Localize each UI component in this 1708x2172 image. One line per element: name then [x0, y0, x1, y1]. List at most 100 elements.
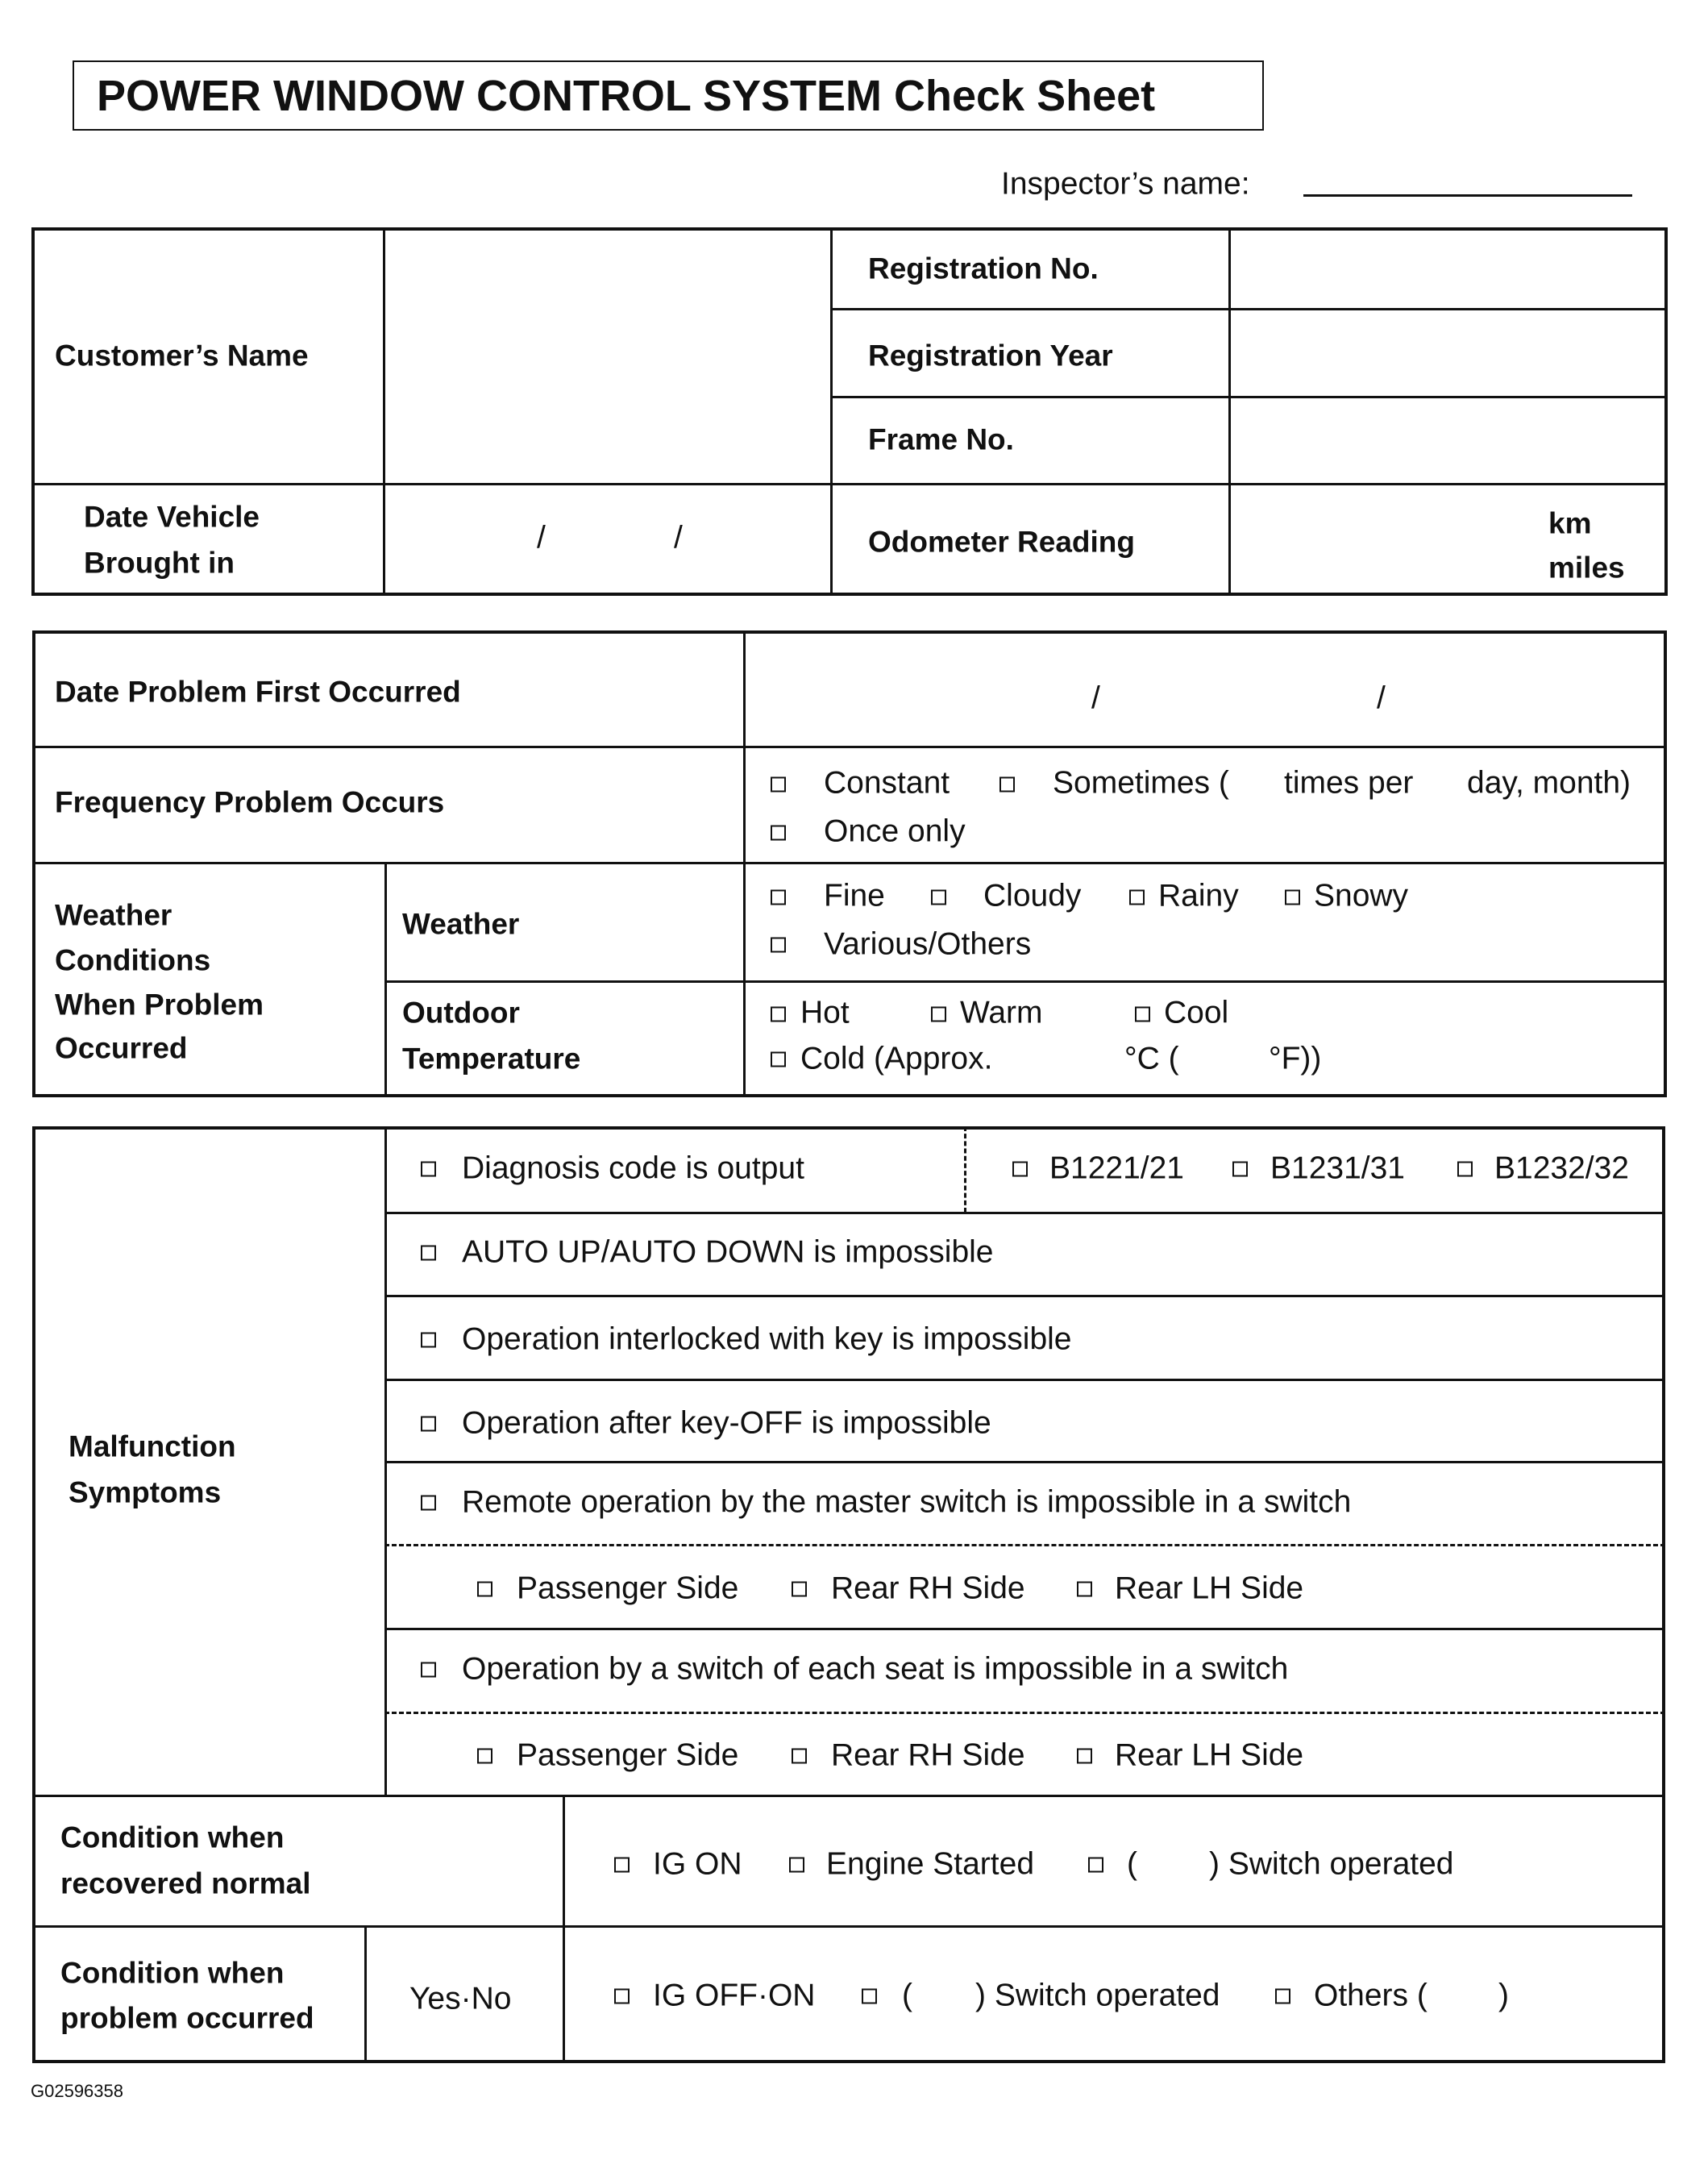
cool-option: Cool — [1164, 995, 1229, 1030]
registration-no-field[interactable] — [1232, 230, 1665, 307]
symptoms-table — [32, 1126, 1665, 2063]
divider — [364, 1925, 367, 2063]
odometer-label: Odometer Reading — [868, 525, 1135, 559]
cloudy-option: Cloudy — [983, 878, 1082, 913]
vehicle-table — [31, 227, 1668, 596]
occurred-label-2: problem occurred — [60, 2001, 314, 2035]
divider — [964, 1126, 966, 1213]
warm-option: Warm — [960, 995, 1043, 1030]
occurred-switch-option: ) Switch operated — [975, 1978, 1220, 2013]
fahrenheit-unit: °F)) — [1269, 1041, 1322, 1076]
seat-rear-rh-checkbox[interactable] — [792, 1748, 807, 1764]
hot-option: Hot — [800, 995, 850, 1030]
engine-started-option: Engine Started — [826, 1846, 1035, 1882]
day-month-text: day, month) — [1467, 765, 1631, 801]
seat-passenger-option: Passenger Side — [517, 1737, 739, 1773]
various-option: Various/Others — [824, 926, 1032, 962]
divider — [830, 308, 1667, 310]
sometimes-option: Sometimes ( — [1053, 765, 1229, 801]
interlocked-checkbox[interactable] — [421, 1332, 436, 1348]
each-seat-option: Operation by a switch of each seat is im… — [462, 1651, 1289, 1687]
malfunction-label-2: Symptoms — [69, 1475, 222, 1509]
ig-on-checkbox[interactable] — [614, 1857, 630, 1873]
after-off-option: Operation after key-OFF is impossible — [462, 1405, 991, 1441]
remote-passenger-option: Passenger Side — [517, 1571, 739, 1606]
divider — [563, 1795, 565, 2063]
each-seat-checkbox[interactable] — [421, 1662, 436, 1678]
remote-rear-rh-checkbox[interactable] — [792, 1581, 807, 1597]
hot-checkbox[interactable] — [771, 1006, 786, 1022]
diagnosis-checkbox[interactable] — [421, 1161, 436, 1177]
cool-checkbox[interactable] — [1135, 1006, 1150, 1022]
divider — [830, 227, 833, 596]
inspector-name-field[interactable] — [1303, 194, 1632, 197]
weather-group-label: Weather — [55, 898, 172, 932]
km-unit: km — [1548, 506, 1592, 540]
weather-group-label: When Problem — [55, 988, 264, 1022]
registration-year-field[interactable] — [1232, 311, 1665, 395]
ig-off-on-checkbox[interactable] — [614, 1988, 630, 2004]
code-checkbox[interactable] — [1457, 1161, 1473, 1177]
snowy-option: Snowy — [1314, 878, 1409, 913]
inspector-label: Inspector’s name: — [1001, 166, 1250, 202]
divider — [32, 746, 1667, 748]
yes-no-option[interactable]: Yes·No — [409, 1981, 512, 2016]
others-option: Others ( — [1314, 1978, 1427, 2013]
divider — [384, 980, 1667, 983]
sometimes-checkbox[interactable] — [999, 776, 1015, 793]
rainy-option: Rainy — [1158, 878, 1239, 913]
divider — [830, 396, 1667, 398]
outdoor-label-2: Temperature — [402, 1042, 581, 1076]
once-checkbox[interactable] — [771, 825, 786, 841]
remote-rear-lh-checkbox[interactable] — [1077, 1581, 1092, 1597]
remote-passenger-checkbox[interactable] — [477, 1581, 492, 1597]
frame-no-field[interactable] — [1232, 399, 1665, 482]
remote-checkbox[interactable] — [421, 1495, 436, 1511]
registration-no-label: Registration No. — [868, 252, 1099, 285]
recovered-switch-option: ) Switch operated — [1209, 1846, 1454, 1882]
cloudy-checkbox[interactable] — [931, 889, 946, 905]
after-off-checkbox[interactable] — [421, 1416, 436, 1432]
others-checkbox[interactable] — [1275, 1988, 1290, 2004]
occurred-switch-checkbox[interactable] — [862, 1988, 877, 2004]
divider — [384, 1461, 1665, 1463]
constant-option: Constant — [824, 765, 950, 801]
divider — [32, 1925, 1665, 1928]
code-checkbox[interactable] — [1232, 1161, 1248, 1177]
figure-id: G02596358 — [31, 2081, 123, 2101]
ig-on-option: IG ON — [653, 1846, 742, 1882]
times-per-text: times per — [1284, 765, 1414, 801]
occurred-label-1: Condition when — [60, 1956, 285, 1990]
miles-unit: miles — [1548, 551, 1625, 585]
once-option: Once only — [824, 813, 966, 849]
divider — [384, 1628, 1665, 1630]
divider — [384, 1212, 1665, 1214]
engine-started-checkbox[interactable] — [789, 1857, 804, 1873]
divider — [32, 862, 1667, 864]
fine-checkbox[interactable] — [771, 889, 786, 905]
remote-option: Remote operation by the master switch is… — [462, 1484, 1352, 1520]
celsius-unit: °C ( — [1124, 1041, 1179, 1076]
constant-checkbox[interactable] — [771, 776, 786, 793]
weather-group-label: Occurred — [55, 1031, 188, 1065]
warm-checkbox[interactable] — [931, 1006, 946, 1022]
cold-checkbox[interactable] — [771, 1051, 786, 1067]
title-box — [73, 60, 1264, 131]
frequency-label: Frequency Problem Occurs — [55, 785, 445, 819]
divider — [32, 1795, 1665, 1797]
customer-name-label: Customer’s Name — [55, 339, 309, 372]
divider — [384, 862, 387, 1097]
snowy-checkbox[interactable] — [1285, 889, 1300, 905]
customer-name-field[interactable] — [385, 230, 829, 482]
seat-passenger-checkbox[interactable] — [477, 1748, 492, 1764]
seat-rear-lh-checkbox[interactable] — [1077, 1748, 1092, 1764]
recovered-switch-checkbox[interactable] — [1088, 1857, 1103, 1873]
rainy-checkbox[interactable] — [1129, 889, 1145, 905]
code-checkbox[interactable] — [1012, 1161, 1028, 1177]
divider — [383, 227, 385, 596]
various-checkbox[interactable] — [771, 937, 786, 953]
auto-checkbox[interactable] — [421, 1245, 436, 1261]
remote-rear-lh-option: Rear LH Side — [1115, 1571, 1304, 1606]
auto-option: AUTO UP/AUTO DOWN is impossible — [462, 1234, 994, 1270]
divider — [1228, 227, 1231, 596]
